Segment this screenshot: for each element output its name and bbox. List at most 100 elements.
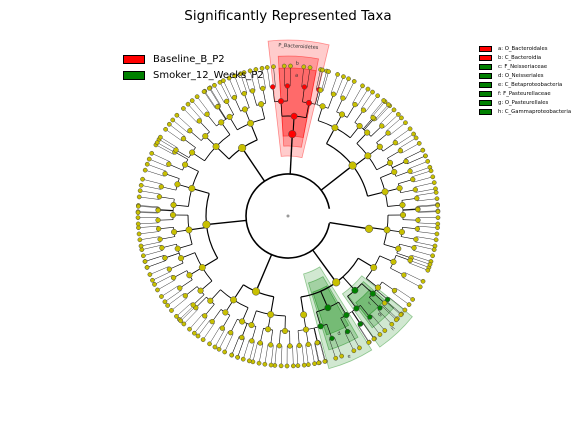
genus-node: [178, 318, 184, 324]
genus-branch: [417, 198, 438, 202]
genus-branch: [139, 196, 160, 200]
genus-node: [220, 78, 226, 83]
family-node: [392, 140, 399, 146]
biomarker-entry: d: O_Neisseriales: [479, 71, 571, 80]
genus-branch: [404, 272, 424, 282]
order-node: [356, 122, 363, 130]
family-node: [155, 217, 161, 223]
genus-node: [389, 321, 395, 327]
family-node: [214, 104, 221, 110]
genus-node: [365, 86, 371, 92]
genus-node: [138, 182, 144, 188]
genus-node: [381, 98, 387, 103]
phylum-node: [238, 143, 247, 153]
genus-branch: [138, 211, 159, 213]
genus-node: [206, 85, 212, 91]
biomarker-label: a: O_Bacteroidales: [498, 45, 548, 52]
family-node: [204, 111, 210, 117]
genus-node: [430, 174, 436, 180]
genus-node: [351, 348, 357, 354]
genus-node: [135, 203, 141, 209]
biomarker-swatch: [479, 45, 492, 52]
genus-branch: [345, 81, 355, 100]
genus-branch: [138, 205, 159, 208]
genus-node: [207, 341, 212, 347]
family-node: [415, 217, 421, 223]
phylum-branch: [320, 164, 354, 191]
genus-branch: [197, 319, 211, 337]
order-node: [338, 111, 346, 118]
genus-branch: [370, 100, 384, 117]
family-node: [180, 136, 187, 142]
sector-label-d: d: [337, 330, 342, 337]
genus-branch: [164, 290, 182, 302]
phylum-node: [202, 220, 211, 229]
family-node: [415, 206, 421, 213]
genus-node: [181, 321, 187, 327]
phylum-branch: [312, 249, 337, 283]
genus-branch: [411, 255, 432, 262]
genus-node: [170, 117, 176, 123]
genus-node: [433, 190, 439, 195]
phylum-arc: [335, 257, 359, 283]
order-node: [241, 106, 248, 113]
biomarker-swatch: [479, 108, 492, 115]
genus-node: [357, 345, 362, 351]
order-node: [317, 323, 324, 330]
genus-node: [150, 277, 155, 283]
genus-node: [135, 221, 141, 227]
genus-node: [147, 272, 153, 277]
genus-branch: [209, 326, 221, 344]
genus-branch: [410, 167, 430, 174]
genus-branch: [228, 77, 238, 97]
family-node: [411, 245, 417, 251]
family-node: [381, 300, 388, 306]
order-node: [376, 143, 383, 150]
genus-branch: [155, 144, 174, 155]
genus-node: [165, 303, 170, 308]
group-legend: Baseline_B_P2 Smoker_12_Weeks_P2: [123, 51, 264, 83]
class-node: [381, 188, 389, 196]
order-node: [189, 149, 196, 156]
genus-branch: [376, 105, 390, 121]
order-node: [343, 312, 350, 319]
order-node: [353, 305, 360, 312]
genus-branch: [234, 75, 242, 95]
genus-node: [377, 332, 383, 337]
genus-branch: [357, 88, 369, 107]
family-node: [296, 342, 302, 349]
order-node: [390, 258, 397, 265]
phylum-branch: [329, 221, 370, 230]
biomarker-legend: a: O_Bacteroidales b: C_Bacteroidia c: F…: [479, 44, 571, 116]
family-node: [377, 305, 383, 311]
genus-branch: [144, 255, 165, 262]
genus-branch: [214, 85, 225, 103]
family-node: [413, 236, 419, 242]
genus-node: [142, 259, 148, 264]
order-node: [395, 245, 402, 252]
genus-node: [247, 68, 253, 74]
genus-branch: [171, 297, 188, 311]
genus-branch: [365, 95, 378, 112]
genus-node: [222, 349, 228, 355]
genus-branch: [261, 68, 266, 88]
genus-node: [301, 64, 307, 70]
family-node: [158, 184, 164, 190]
genus-branch: [389, 122, 406, 136]
genus-node: [341, 74, 346, 79]
genus-branch: [140, 190, 160, 195]
genus-node: [226, 75, 232, 81]
family-node: [352, 101, 358, 108]
genus-node: [398, 312, 404, 318]
genus-branch: [329, 339, 336, 359]
biomarker-swatch: [479, 54, 492, 61]
family-node: [401, 272, 407, 278]
genus-branch: [141, 185, 161, 190]
family-node: [190, 302, 196, 308]
genus-node: [306, 362, 311, 367]
family-node: [162, 171, 168, 177]
order-node: [202, 133, 209, 140]
genus-node: [169, 308, 174, 313]
class-node: [351, 286, 359, 294]
genus-node: [200, 337, 206, 343]
